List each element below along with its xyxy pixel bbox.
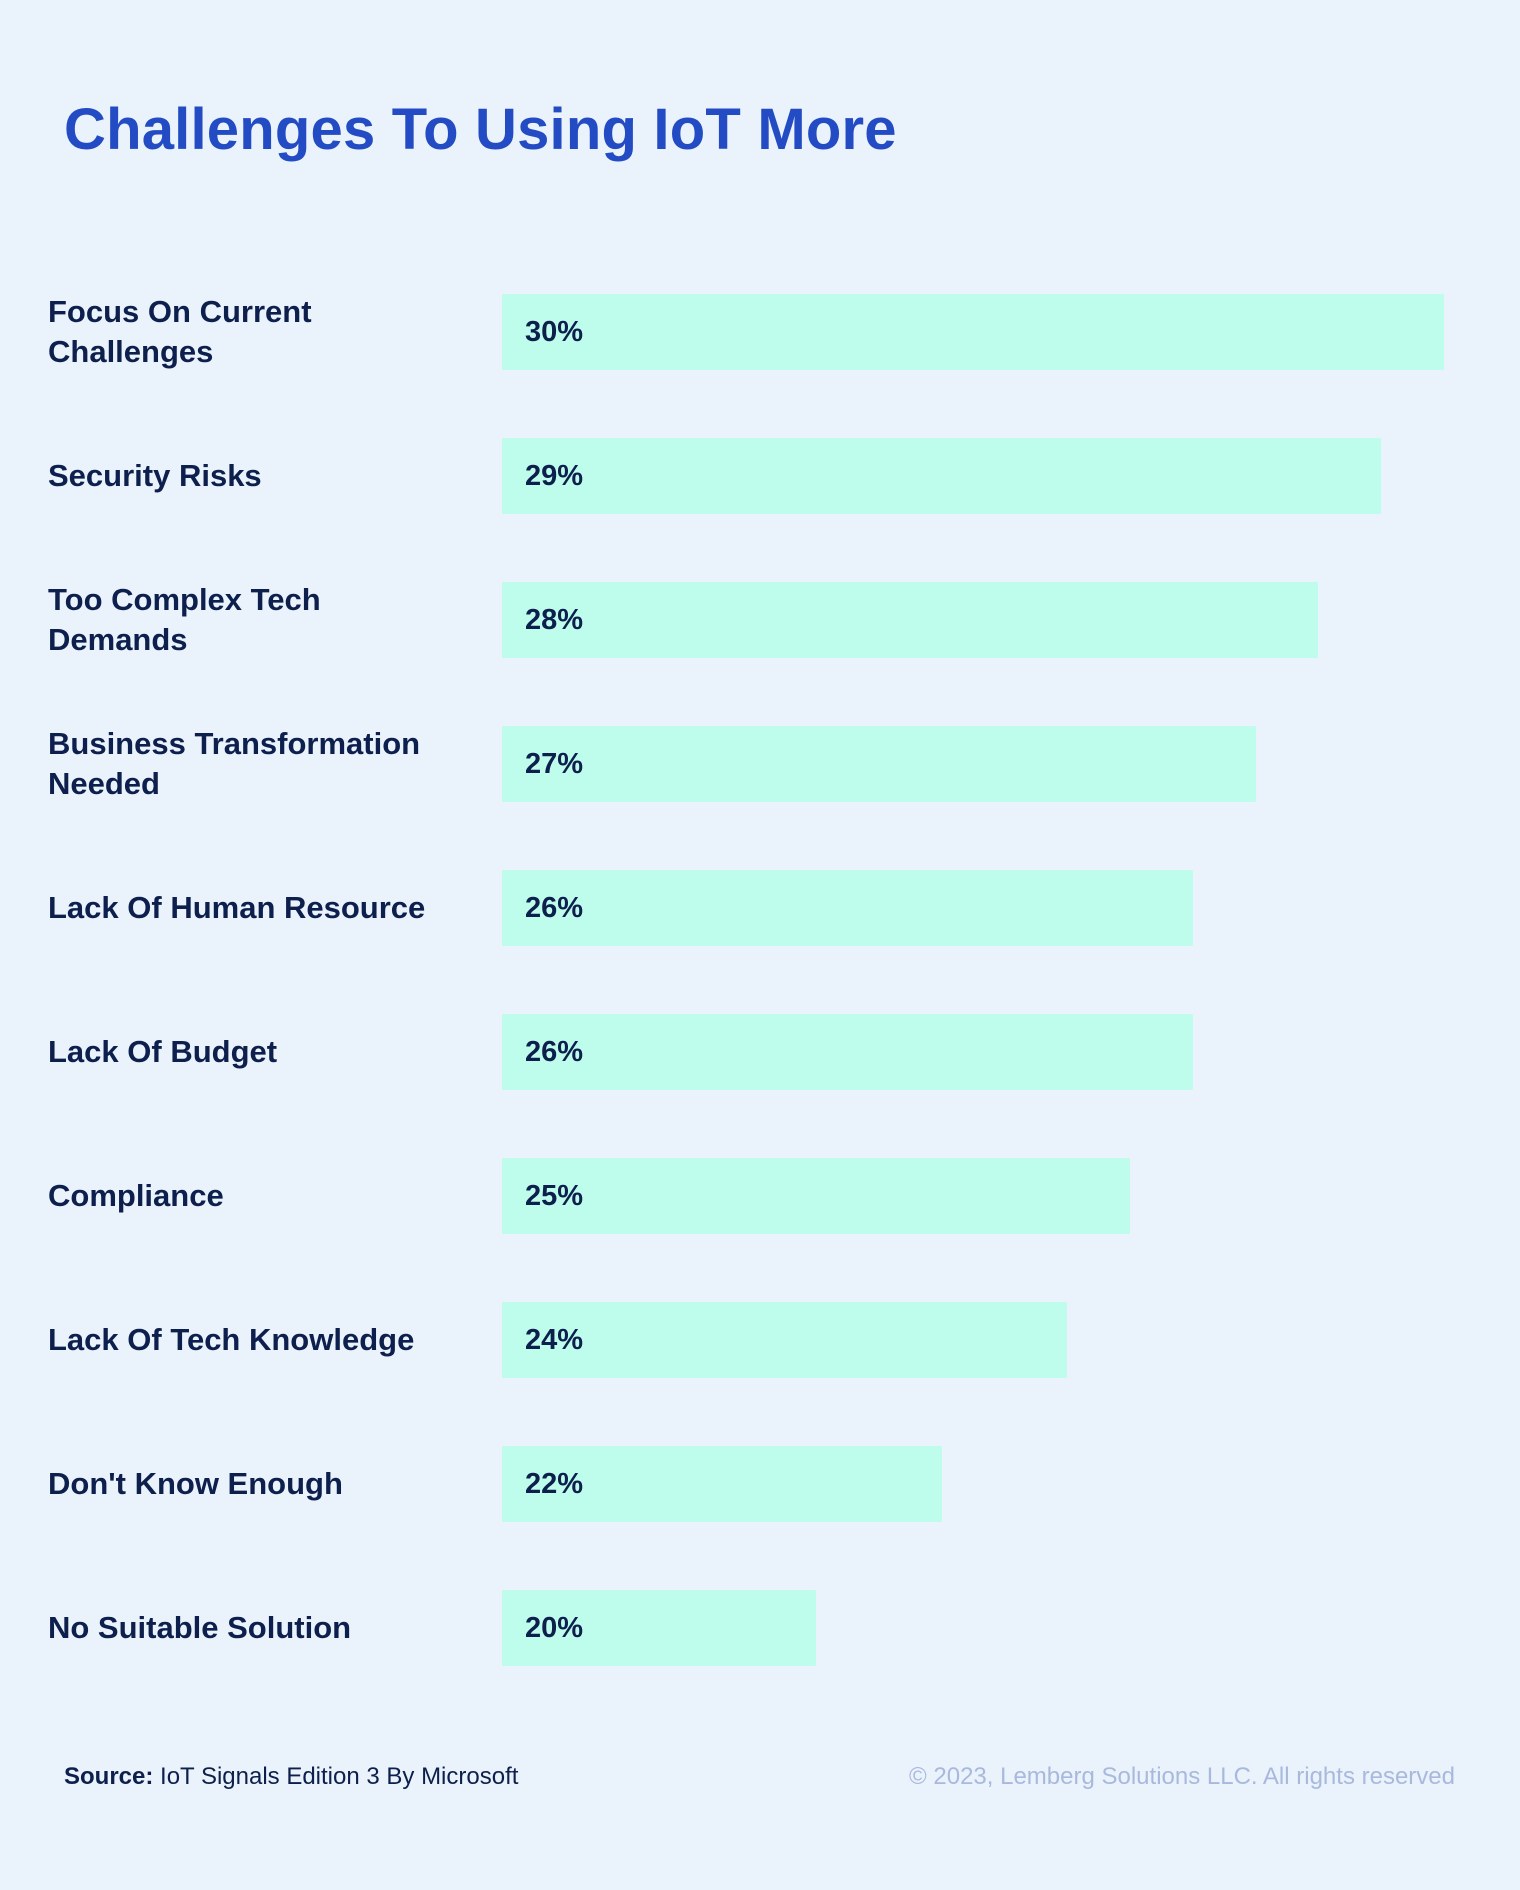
chart-row: Lack Of Human Resource 26% (0, 870, 1520, 946)
bar (502, 1590, 816, 1666)
category-label: Lack Of Human Resource (48, 890, 426, 925)
bar-value-label: 26% (525, 1035, 584, 1068)
bar-value-label: 26% (525, 891, 584, 924)
bar-value-label: 20% (525, 1611, 584, 1644)
bar (502, 294, 1444, 370)
category-label: Don't Know Enough (48, 1466, 343, 1501)
chart-row: Focus On Current Challenges 30% (0, 294, 1520, 370)
bar (502, 1158, 1130, 1234)
category-label: Business Transformation Needed (48, 726, 421, 801)
category-label: Lack Of Budget (48, 1034, 278, 1069)
chart-row: No Suitable Solution 20% (0, 1590, 1520, 1666)
source-text: IoT Signals Edition 3 By Microsoft (153, 1763, 519, 1790)
bar (502, 726, 1256, 802)
category-label: Lack Of Tech Knowledge (48, 1322, 415, 1357)
bar (502, 870, 1193, 946)
category-label: Compliance (48, 1178, 224, 1213)
bar-value-label: 27% (525, 747, 584, 780)
source-label: Source: (64, 1763, 154, 1790)
category-label: Too Complex Tech Demands (48, 582, 321, 657)
bar-chart: Focus On Current Challenges 30% Security R… (0, 294, 1520, 1666)
bar (502, 582, 1318, 658)
bar-value-label: 30% (525, 315, 584, 348)
bar-value-label: 25% (525, 1179, 584, 1212)
bar-value-label: 24% (525, 1323, 584, 1356)
bar-value-label: 28% (525, 603, 584, 636)
chart-row: Don't Know Enough 22% (0, 1446, 1520, 1522)
chart-row: Compliance 25% (0, 1158, 1520, 1234)
bar (502, 438, 1381, 514)
bar (502, 1014, 1193, 1090)
chart-row: Security Risks 29% (0, 438, 1520, 514)
category-label: Focus On Current Challenges (48, 294, 312, 369)
chart-row: Business Transformation Needed 27% (0, 726, 1520, 802)
chart-row: Lack Of Tech Knowledge 24% (0, 1302, 1520, 1378)
bar-value-label: 22% (525, 1467, 584, 1500)
copyright-notice: © 2023, Lemberg Solutions LLC. All right… (909, 1763, 1455, 1790)
bar (502, 1446, 942, 1522)
bar-value-label: 29% (525, 459, 584, 492)
source-note: Source: IoT Signals Edition 3 By Microso… (64, 1763, 518, 1791)
page-title: Challenges To Using IoT More (64, 97, 897, 162)
bar (502, 1302, 1067, 1378)
chart-row: Lack Of Budget 26% (0, 1014, 1520, 1090)
category-label: Security Risks (48, 458, 262, 493)
category-label: No Suitable Solution (48, 1610, 352, 1645)
chart-row: Too Complex Tech Demands 28% (0, 582, 1520, 658)
